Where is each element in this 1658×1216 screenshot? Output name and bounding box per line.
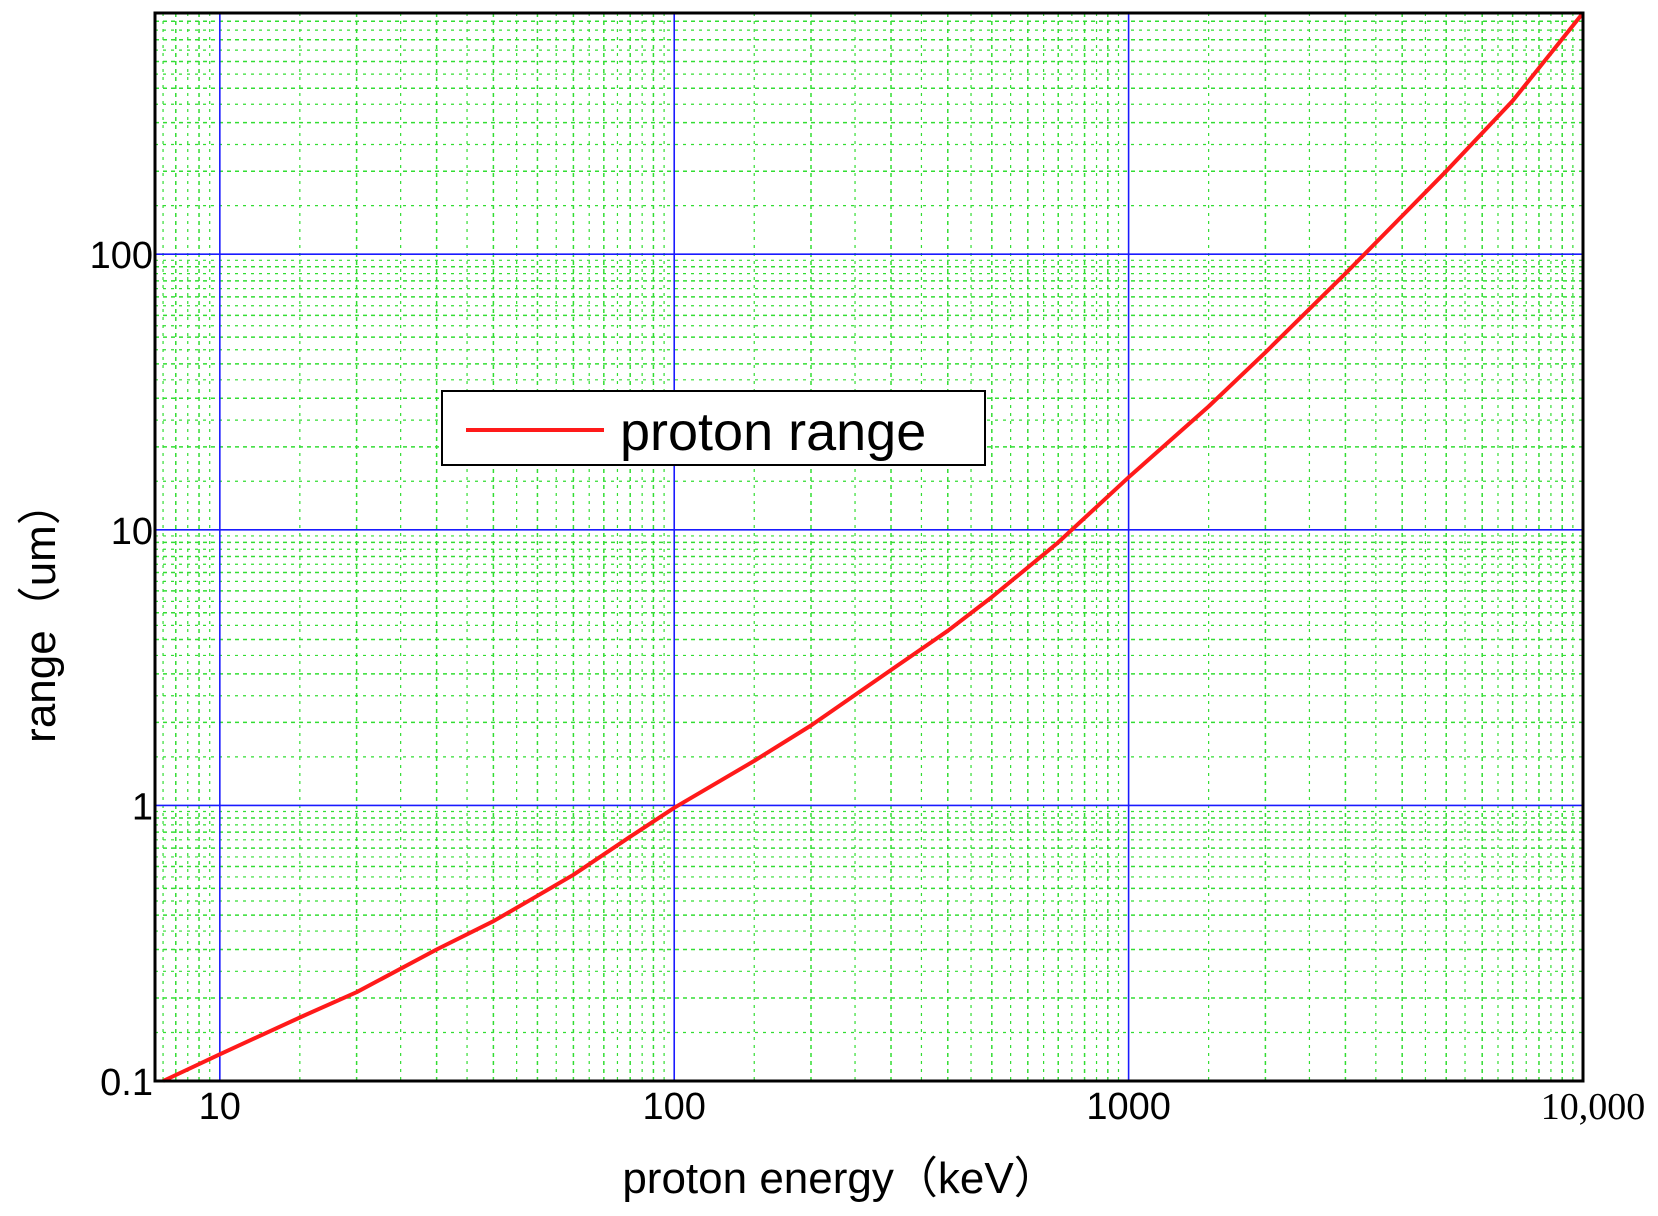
x-tick-label: 100 xyxy=(643,1086,706,1128)
y-tick-label: 100 xyxy=(90,235,153,277)
series-line xyxy=(162,11,1585,1083)
x-tick-label: 10,000 xyxy=(1541,1086,1646,1128)
x-tick-label: 10 xyxy=(199,1086,241,1128)
minor-grid xyxy=(155,12,1583,1081)
y-tick-label: 1 xyxy=(132,786,153,828)
y-tick-label: 0.1 xyxy=(100,1062,153,1104)
plot-frame xyxy=(153,11,1585,1083)
legend-label: proton range xyxy=(620,402,926,462)
y-tick-label: 10 xyxy=(111,511,153,553)
x-tick-label: 1000 xyxy=(1086,1086,1171,1128)
x-tick-labels: 10 100 1000 10,000 xyxy=(199,1086,1646,1128)
x-axis-label: proton energy（keV） xyxy=(622,1154,1057,1203)
plot-area xyxy=(155,13,1583,1081)
legend: proton range xyxy=(441,390,986,466)
y-axis-label: range（um） xyxy=(16,481,65,743)
series-layer xyxy=(162,11,1585,1083)
y-tick-labels: 0.1 1 10 100 xyxy=(90,235,153,1104)
